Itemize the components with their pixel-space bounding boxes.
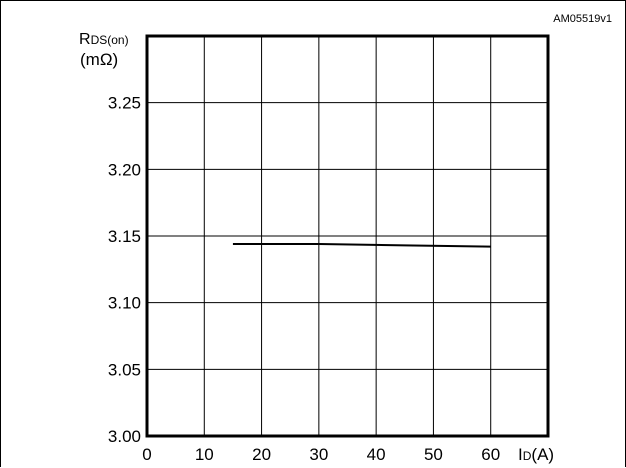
y-tick-label: 3.20 <box>108 160 141 179</box>
y-tick-label: 3.15 <box>108 227 141 246</box>
x-tick-label: 50 <box>424 445 443 464</box>
grid <box>147 36 548 436</box>
y-axis-label: RDS(on) (mΩ) <box>79 31 129 69</box>
x-ticks: 0 10 20 30 40 50 60 <box>142 445 500 464</box>
svg-text:RDS(on): RDS(on) <box>79 31 129 48</box>
y-ticks: 3.00 3.05 3.10 3.15 3.20 3.25 <box>108 94 141 446</box>
x-tick-label: 60 <box>481 445 500 464</box>
x-tick-label: 0 <box>142 445 151 464</box>
y-axis-unit: (mΩ) <box>80 50 118 69</box>
y-tick-label: 3.10 <box>108 294 141 313</box>
x-tick-label: 40 <box>367 445 386 464</box>
x-tick-label: 10 <box>195 445 214 464</box>
series-line <box>233 244 491 247</box>
y-tick-label: 3.00 <box>108 427 141 446</box>
x-tick-label: 30 <box>309 445 328 464</box>
y-axis-label-main: R <box>79 31 91 48</box>
series <box>233 244 491 247</box>
y-tick-label: 3.25 <box>108 94 141 113</box>
x-axis-unit: (A) <box>531 445 554 464</box>
figure-code: AM05519v1 <box>553 13 612 25</box>
svg-text:ID(A): ID(A) <box>518 445 554 464</box>
y-axis-label-sub: DS(on) <box>91 33 129 47</box>
x-tick-label: 20 <box>252 445 271 464</box>
y-tick-label: 3.05 <box>108 360 141 379</box>
x-axis-label-sub: D <box>523 449 532 463</box>
x-axis-label: ID(A) <box>518 445 554 464</box>
